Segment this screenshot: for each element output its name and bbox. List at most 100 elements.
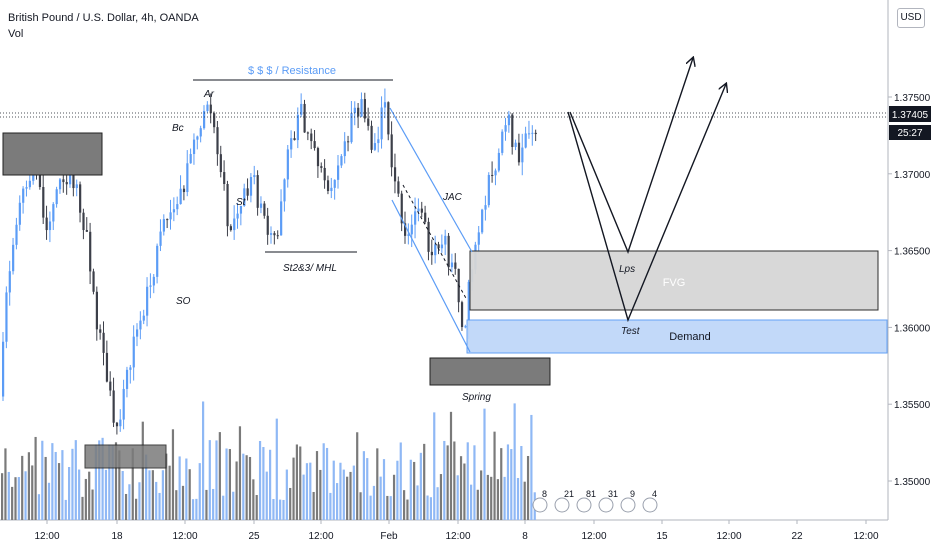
candle-body: [417, 208, 420, 212]
demand-zone: [466, 319, 888, 354]
candle-body: [303, 103, 306, 133]
candle-body: [387, 102, 390, 135]
wyckoff-label: Ar: [203, 89, 215, 100]
volume-bar: [513, 403, 516, 520]
volume-bar: [483, 408, 486, 520]
time-tick-label: Feb: [380, 531, 398, 542]
candle-body: [517, 142, 521, 163]
candle-body: [407, 234, 410, 236]
candle-body: [146, 286, 149, 316]
candle-body: [373, 143, 377, 150]
channel-line-lower: [391, 199, 471, 353]
volume-bar: [416, 485, 419, 520]
volume-bar: [98, 440, 101, 520]
candle-body: [142, 315, 145, 321]
candle-body: [333, 179, 336, 188]
currency-button[interactable]: USD: [897, 8, 925, 28]
candle-body: [139, 320, 142, 330]
candle-body: [136, 329, 139, 337]
wyckoff-label: Lps: [619, 264, 635, 275]
candle-body: [223, 172, 226, 184]
candle-body: [12, 244, 15, 272]
volume-bar: [225, 448, 228, 520]
countdown-tag: [889, 125, 931, 140]
volume-bar: [101, 437, 104, 520]
candle-body: [531, 132, 534, 134]
volume-bar: [493, 431, 496, 520]
candle-body: [270, 233, 273, 235]
volume-bar: [342, 469, 345, 520]
candle-body: [521, 147, 524, 163]
candle-body: [8, 271, 11, 293]
price-tick-label: 1.36500: [894, 247, 931, 258]
volume-bar: [84, 478, 87, 520]
candle-body: [273, 233, 276, 236]
volume-bar: [359, 492, 362, 520]
candle-body: [233, 218, 236, 231]
candle-body: [293, 138, 296, 141]
volume-bar: [145, 454, 148, 520]
volume-bar: [185, 458, 188, 520]
event-flag-icon: [620, 497, 636, 513]
candle-body: [313, 141, 316, 149]
event-flag-label: 9: [630, 489, 635, 499]
volume-bar: [526, 455, 530, 520]
candle-body: [437, 244, 440, 249]
candle-body: [115, 422, 119, 427]
volume-bar: [37, 494, 41, 520]
volume-bar: [7, 471, 10, 520]
volume-bar: [88, 471, 91, 520]
volume-bar: [178, 456, 181, 520]
candle-body: [400, 193, 403, 224]
event-flag-label: 8: [542, 489, 547, 499]
candle-body: [203, 110, 206, 129]
candle-body: [28, 180, 31, 188]
volume-bar: [11, 486, 14, 520]
time-tick-label: 12:00: [445, 531, 470, 542]
candle-body: [209, 104, 212, 114]
candle-body: [79, 184, 82, 213]
candle-body: [290, 138, 293, 150]
candle-body: [464, 326, 467, 328]
candle-body: [189, 154, 192, 164]
candle-body: [62, 179, 65, 183]
time-tick-label: 8: [522, 531, 528, 542]
time-tick-label: 12:00: [853, 531, 878, 542]
candle-body: [246, 188, 249, 196]
volume-bar: [208, 440, 211, 520]
volume-bar: [91, 489, 94, 520]
volume-bar: [443, 440, 446, 520]
candle-body: [353, 107, 356, 114]
candle-body: [105, 352, 109, 382]
candle-body: [119, 419, 122, 427]
wyckoff-label: St2&3/ MHL: [283, 263, 337, 274]
volume-bar: [269, 449, 272, 520]
volume-bar: [476, 489, 479, 520]
volume-bar: [124, 493, 128, 520]
volume-bar: [155, 481, 158, 520]
candle-body: [256, 175, 259, 208]
volume-bar: [68, 467, 71, 520]
projection-path-lps: [569, 58, 693, 254]
volume-bar: [309, 462, 312, 520]
wyckoff-label: Spring: [462, 392, 491, 403]
volume-bar: [510, 449, 513, 520]
candle-body: [316, 148, 320, 167]
volume-bar: [108, 444, 111, 520]
candle-body: [527, 133, 531, 135]
volume-bar: [459, 456, 463, 520]
volume-bar: [238, 426, 242, 520]
event-flag-icon: [598, 497, 614, 513]
volume-bar: [369, 495, 372, 520]
volume-bar: [419, 452, 422, 520]
candle-body: [253, 175, 256, 178]
volume-bar: [446, 445, 449, 520]
candle-body: [484, 205, 487, 210]
channel-line-upper: [389, 107, 473, 253]
volume-bar: [520, 446, 523, 520]
candle-body: [58, 179, 62, 190]
time-tick-label: 12:00: [34, 531, 59, 542]
volume-bar: [453, 441, 456, 520]
